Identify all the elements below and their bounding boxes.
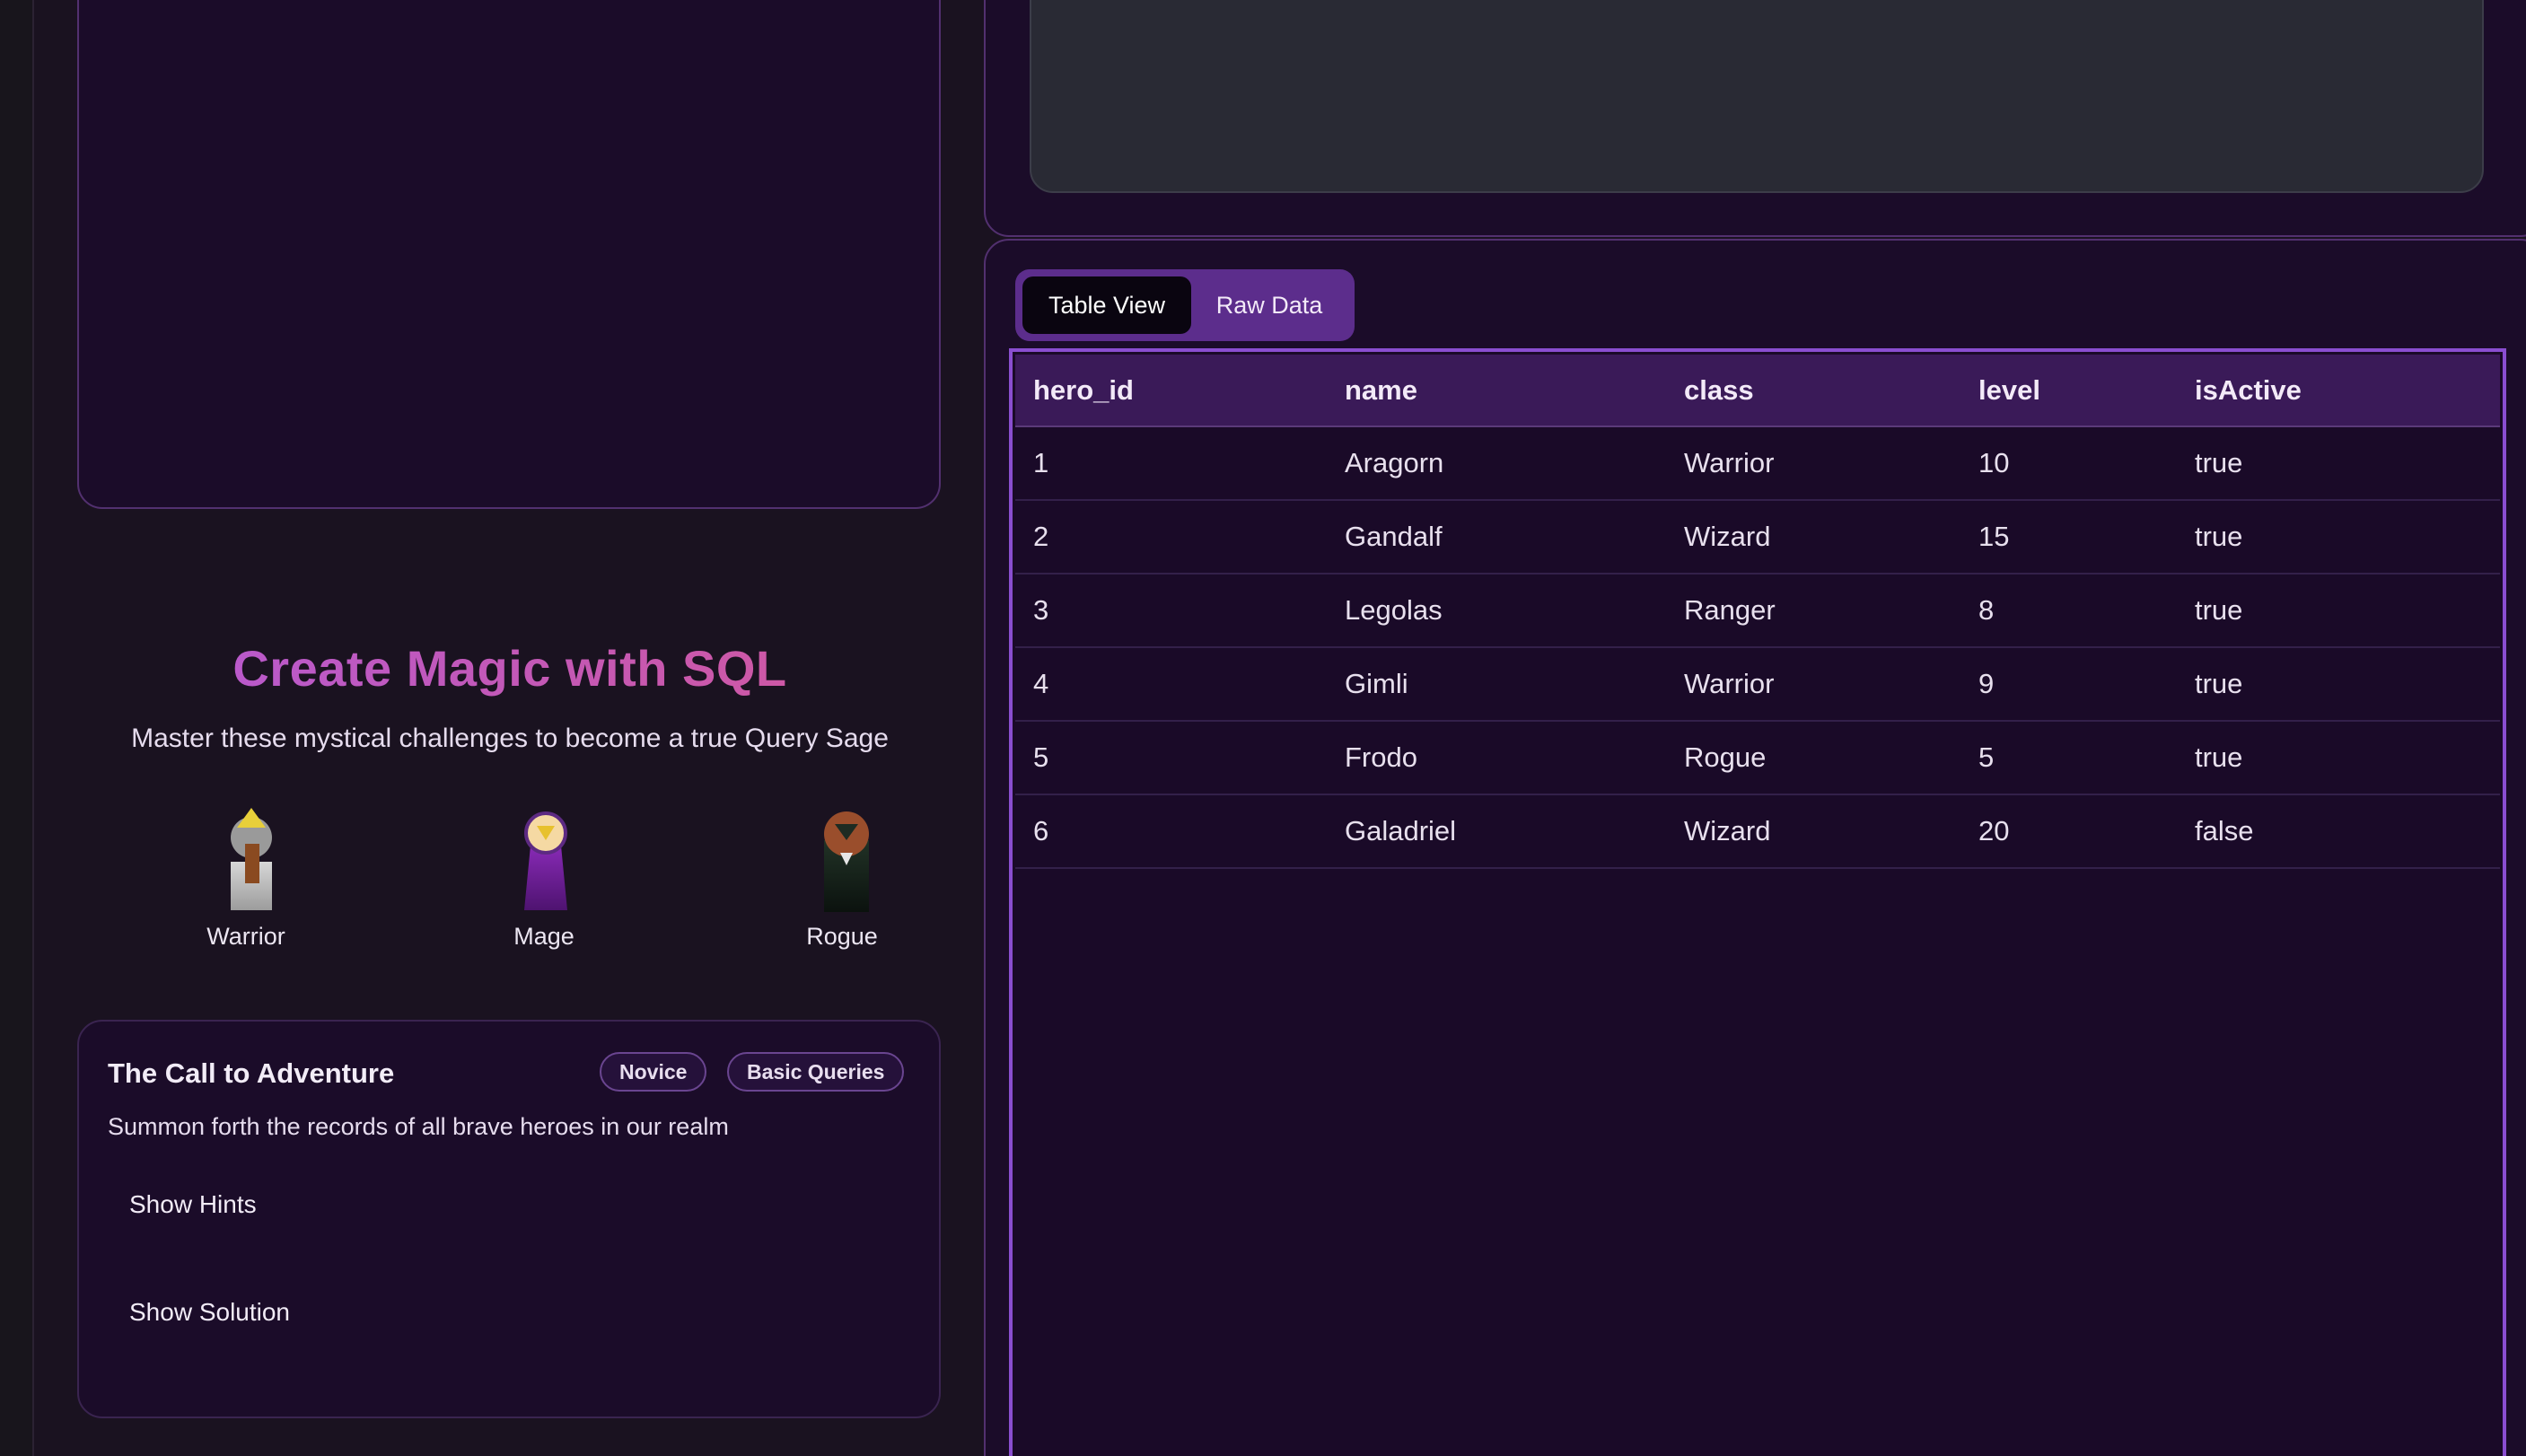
table-row: 1 Aragorn Warrior 10 true <box>1015 426 2500 501</box>
table-cell: Warrior <box>1666 647 1960 722</box>
table-cell: Gandalf <box>1327 500 1666 575</box>
topic-badge: Basic Queries <box>727 1052 905 1092</box>
view-toggle: Table View Raw Data <box>1015 269 1355 341</box>
table-cell: 15 <box>1960 500 2177 575</box>
table-cell: true <box>2177 426 2500 501</box>
page-title: Create Magic with SQL <box>34 639 986 697</box>
tab-table-view[interactable]: Table View <box>1022 276 1191 334</box>
results-table: hero_id name class level isActive 1 Arag… <box>1015 355 2500 869</box>
warrior-icon <box>165 808 327 916</box>
table-cell: Ranger <box>1666 574 1960 648</box>
character-rogue[interactable]: Rogue <box>761 808 923 951</box>
table-cell: true <box>2177 721 2500 795</box>
left-edge-strip <box>0 0 34 1456</box>
table-cell: true <box>2177 574 2500 648</box>
table-cell: Frodo <box>1327 721 1666 795</box>
table-cell: Galadriel <box>1327 794 1666 869</box>
table-header-row: hero_id name class level isActive <box>1015 355 2500 427</box>
table-cell: 3 <box>1015 574 1327 648</box>
table-row: 2 Gandalf Wizard 15 true <box>1015 500 2500 575</box>
character-label: Rogue <box>806 923 878 950</box>
table-cell: Gimli <box>1327 647 1666 722</box>
query-editor[interactable] <box>1030 0 2484 193</box>
table-row: 6 Galadriel Wizard 20 false <box>1015 794 2500 869</box>
table-cell: true <box>2177 500 2500 575</box>
table-cell: Warrior <box>1666 426 1960 501</box>
column-header: hero_id <box>1015 355 1327 427</box>
table-cell: 4 <box>1015 647 1327 722</box>
table-cell: Legolas <box>1327 574 1666 648</box>
show-solution-button[interactable]: Show Solution <box>129 1298 291 1326</box>
table-cell: false <box>2177 794 2500 869</box>
results-table-container: hero_id name class level isActive 1 Arag… <box>1009 348 2506 1456</box>
column-header: level <box>1960 355 2177 427</box>
table-cell: 1 <box>1015 426 1327 501</box>
table-cell: 5 <box>1015 721 1327 795</box>
challenge-title: The Call to Adventure <box>108 1057 395 1089</box>
page-subtitle: Master these mystical challenges to beco… <box>131 724 889 753</box>
rogue-icon <box>761 808 923 916</box>
table-cell: 10 <box>1960 426 2177 501</box>
show-hints-button[interactable]: Show Hints <box>129 1190 257 1218</box>
character-label: Warrior <box>206 923 285 950</box>
table-cell: 8 <box>1960 574 2177 648</box>
mage-icon <box>463 808 625 916</box>
story-panel <box>77 0 941 509</box>
table-cell: true <box>2177 647 2500 722</box>
column-header: name <box>1327 355 1666 427</box>
table-cell: 9 <box>1960 647 2177 722</box>
tab-raw-data[interactable]: Raw Data <box>1215 292 1323 319</box>
character-warrior[interactable]: Warrior <box>165 808 327 951</box>
table-cell: 6 <box>1015 794 1327 869</box>
table-cell: 5 <box>1960 721 2177 795</box>
column-header: class <box>1666 355 1960 427</box>
column-header: isActive <box>2177 355 2500 427</box>
challenge-description: Summon forth the records of all brave he… <box>108 1113 729 1140</box>
table-cell: 2 <box>1015 500 1327 575</box>
table-row: 4 Gimli Warrior 9 true <box>1015 647 2500 722</box>
table-cell: Wizard <box>1666 500 1960 575</box>
table-cell: Aragorn <box>1327 426 1666 501</box>
difficulty-badge: Novice <box>600 1052 707 1092</box>
table-cell: 20 <box>1960 794 2177 869</box>
table-row: 5 Frodo Rogue 5 true <box>1015 721 2500 795</box>
table-cell: Rogue <box>1666 721 1960 795</box>
table-row: 3 Legolas Ranger 8 true <box>1015 574 2500 648</box>
character-label: Mage <box>513 923 574 950</box>
table-cell: Wizard <box>1666 794 1960 869</box>
challenge-card: The Call to Adventure Novice Basic Queri… <box>77 1020 941 1418</box>
left-column: Create Magic with SQL Master these mysti… <box>34 0 986 1456</box>
character-mage[interactable]: Mage <box>463 808 625 951</box>
